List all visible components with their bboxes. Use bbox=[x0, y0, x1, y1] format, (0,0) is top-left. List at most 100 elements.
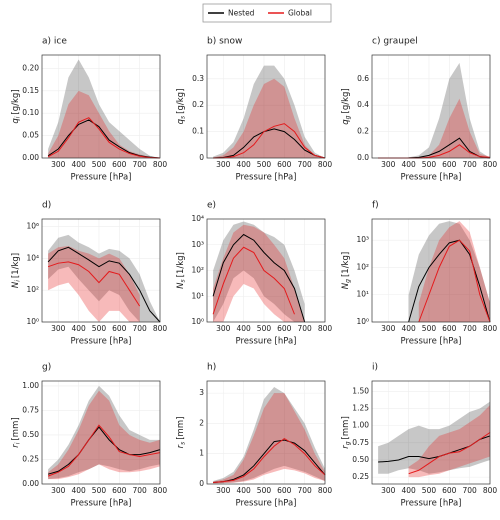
band bbox=[48, 90, 160, 158]
x-tick-label: 800 bbox=[483, 486, 498, 495]
x-tick-label: 700 bbox=[297, 160, 312, 169]
panel-title: e) bbox=[207, 201, 216, 211]
band bbox=[213, 221, 305, 322]
x-tick-label: 700 bbox=[297, 324, 312, 333]
y-tick-label: 0 bbox=[199, 153, 204, 162]
x-tick-label: 500 bbox=[92, 486, 107, 495]
y-tick-label: 10² bbox=[26, 285, 39, 294]
x-tick-label: 700 bbox=[132, 160, 147, 169]
x-tick-label: 600 bbox=[277, 486, 292, 495]
x-tick-label: 800 bbox=[318, 486, 333, 495]
y-tick-label: 0.0 bbox=[357, 153, 369, 162]
x-axis-label: Pressure [hPa] bbox=[236, 173, 297, 183]
y-axis-subscript: i bbox=[14, 280, 21, 282]
legend-box bbox=[202, 3, 332, 23]
y-axis-symbol: N bbox=[341, 282, 351, 289]
panel-title: h) bbox=[207, 363, 216, 373]
y-axis-symbol: N bbox=[11, 281, 21, 288]
plot-frame bbox=[41, 380, 161, 485]
y-axis-symbol: N bbox=[176, 282, 186, 289]
line bbox=[213, 437, 326, 483]
panel-title: f) bbox=[372, 201, 379, 211]
panel-title: a) ice bbox=[42, 37, 67, 47]
y-tick-label: 10¹ bbox=[356, 290, 369, 299]
y-axis-symbol: q bbox=[341, 119, 351, 125]
band bbox=[408, 221, 490, 322]
panel-title: c) graupel bbox=[372, 37, 418, 47]
plot-area bbox=[372, 55, 490, 158]
plot-area bbox=[42, 55, 160, 158]
y-tick-label: 0.20 bbox=[22, 63, 39, 72]
y-tick-label: 0.3 bbox=[192, 74, 204, 83]
x-tick-label: 600 bbox=[112, 160, 127, 169]
x-tick-label: 400 bbox=[71, 486, 86, 495]
y-tick-label: 10³ bbox=[356, 235, 369, 244]
x-tick-label: 400 bbox=[236, 324, 251, 333]
y-axis-symbol: r bbox=[341, 445, 351, 449]
y-tick-label: 0.00 bbox=[22, 153, 39, 162]
plot-area bbox=[372, 219, 490, 322]
band bbox=[418, 221, 490, 322]
line bbox=[418, 239, 491, 323]
x-tick-label: 600 bbox=[442, 160, 457, 169]
x-tick-label: 300 bbox=[216, 324, 231, 333]
y-axis-subscript: s bbox=[179, 442, 186, 445]
band bbox=[408, 405, 490, 478]
y-tick-label: 10⁰ bbox=[191, 317, 204, 326]
x-tick-label: 800 bbox=[483, 160, 498, 169]
x-tick-label: 800 bbox=[318, 324, 333, 333]
y-axis-unit: [g/kg] bbox=[176, 89, 186, 114]
y-axis-subscript: g bbox=[344, 279, 351, 283]
x-tick-label: 300 bbox=[216, 486, 231, 495]
band bbox=[213, 393, 325, 484]
plot-area bbox=[207, 55, 325, 158]
x-tick-label: 500 bbox=[257, 486, 272, 495]
y-tick-label: 10⁰ bbox=[356, 317, 369, 326]
x-tick-label: 600 bbox=[442, 324, 457, 333]
y-tick-label: 0.75 bbox=[22, 405, 39, 414]
line bbox=[408, 432, 491, 475]
x-tick-label: 300 bbox=[381, 486, 396, 495]
x-axis-label: Pressure [hPa] bbox=[401, 173, 462, 183]
band bbox=[378, 62, 490, 158]
x-tick-label: 500 bbox=[422, 486, 437, 495]
y-axis-symbol: q bbox=[176, 118, 186, 124]
x-tick-label: 700 bbox=[462, 160, 477, 169]
x-axis-label: Pressure [hPa] bbox=[236, 499, 297, 509]
y-tick-label: 1.50 bbox=[352, 386, 369, 395]
x-axis-label: Pressure [hPa] bbox=[71, 337, 132, 347]
y-axis-unit: [mm] bbox=[341, 416, 351, 439]
y-axis-symbol: q bbox=[11, 118, 21, 124]
plot-area bbox=[207, 381, 325, 484]
y-tick-label: 0.75 bbox=[352, 438, 369, 447]
panel-title: g) bbox=[42, 363, 51, 373]
y-tick-label: 0.25 bbox=[22, 454, 39, 463]
x-tick-label: 600 bbox=[277, 160, 292, 169]
x-axis-label: Pressure [hPa] bbox=[71, 173, 132, 183]
line bbox=[213, 128, 326, 159]
y-tick-label: 10³ bbox=[191, 240, 204, 249]
y-tick-label: 10² bbox=[356, 262, 369, 271]
plot-frame bbox=[41, 54, 161, 159]
y-axis-unit: [mm] bbox=[176, 417, 186, 440]
plot-frame bbox=[371, 380, 491, 485]
y-axis-label: Ns [1/kg] bbox=[176, 252, 187, 289]
line bbox=[212, 233, 306, 323]
y-tick-label: 1.25 bbox=[352, 403, 369, 412]
y-tick-label: 0.50 bbox=[352, 455, 369, 464]
y-axis-subscript: i bbox=[14, 116, 21, 118]
band bbox=[378, 401, 490, 474]
y-axis-label: qi [g/kg] bbox=[11, 89, 22, 123]
line bbox=[47, 261, 141, 307]
line bbox=[213, 439, 326, 483]
x-tick-label: 600 bbox=[277, 324, 292, 333]
y-axis-unit: [1/kg] bbox=[176, 252, 186, 277]
x-tick-label: 800 bbox=[153, 160, 168, 169]
y-axis-label: qg [g/kg] bbox=[341, 88, 352, 124]
legend-label: Nested bbox=[228, 9, 255, 18]
y-axis-unit: [g/kg] bbox=[341, 88, 351, 113]
plot-frame bbox=[206, 54, 326, 159]
y-tick-label: 0.15 bbox=[22, 86, 39, 95]
x-tick-label: 300 bbox=[381, 160, 396, 169]
y-tick-label: 0.2 bbox=[192, 100, 204, 109]
